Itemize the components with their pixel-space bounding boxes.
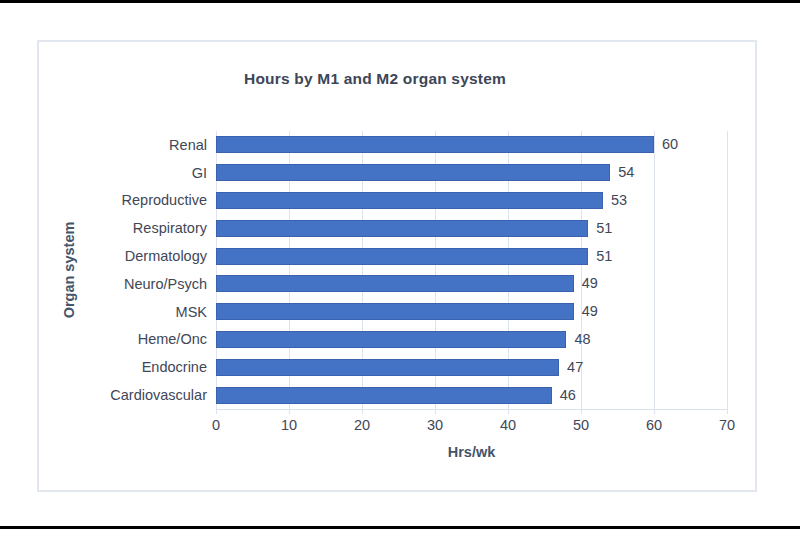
value-label: 51	[596, 248, 612, 265]
value-label: 46	[560, 387, 576, 404]
category-label: MSK	[39, 298, 207, 326]
x-tick-label: 50	[573, 417, 589, 433]
x-tick-label: 0	[212, 417, 220, 433]
page-top-rule	[0, 0, 800, 3]
bar	[216, 136, 654, 153]
category-label: Heme/Onc	[39, 326, 207, 354]
bar	[216, 387, 552, 404]
gridline	[727, 131, 728, 414]
page-bottom-rule	[0, 526, 800, 529]
x-axis-title: Hrs/wk	[216, 444, 727, 460]
x-tick-label: 70	[719, 417, 735, 433]
category-label: Reproductive	[39, 187, 207, 215]
bar-chart: Hours by M1 and M2 organ system Organ sy…	[37, 40, 757, 492]
x-axis-ticks: 010203040506070	[216, 417, 727, 435]
category-label: Endocrine	[39, 353, 207, 381]
bar	[216, 359, 559, 376]
value-label: 54	[618, 164, 634, 181]
chart-title: Hours by M1 and M2 organ system	[41, 70, 709, 88]
value-label: 60	[662, 136, 678, 153]
category-label: GI	[39, 159, 207, 187]
bar	[216, 220, 588, 237]
category-label: Cardiovascular	[39, 381, 207, 409]
value-label: 49	[582, 303, 598, 320]
category-axis-labels: RenalGIReproductiveRespiratoryDermatolog…	[39, 131, 207, 409]
value-label: 47	[567, 359, 583, 376]
category-label: Renal	[39, 131, 207, 159]
category-label: Respiratory	[39, 214, 207, 242]
plot-area: 60 54 53 51 51 49 49 48 47 46	[216, 131, 727, 410]
bar	[216, 192, 603, 209]
gridline	[654, 131, 655, 414]
category-label: Neuro/Psych	[39, 270, 207, 298]
value-label: 51	[596, 220, 612, 237]
bar	[216, 164, 610, 181]
x-tick-label: 10	[281, 417, 297, 433]
category-label: Dermatology	[39, 242, 207, 270]
x-tick-label: 30	[427, 417, 443, 433]
value-label: 48	[574, 331, 590, 348]
value-label: 53	[611, 192, 627, 209]
bar	[216, 248, 588, 265]
value-label: 49	[582, 275, 598, 292]
x-tick-label: 40	[500, 417, 516, 433]
bar	[216, 303, 574, 320]
x-tick-label: 60	[646, 417, 662, 433]
bar	[216, 275, 574, 292]
bar	[216, 331, 566, 348]
x-tick-label: 20	[354, 417, 370, 433]
